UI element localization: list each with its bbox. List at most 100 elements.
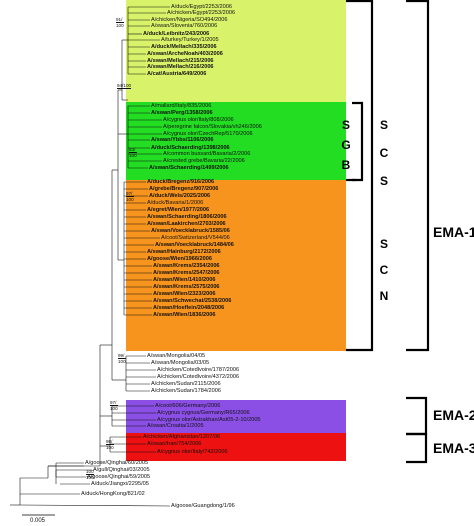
leaf-label: A/grebe/Bregenz/907/2006 — [149, 186, 219, 192]
leaf-label: A/cygnus olor/CzechRep/5170/2006 — [163, 131, 253, 137]
bootstrap-top: 99/ — [118, 353, 125, 358]
bootstrap-top: 83/ — [129, 147, 136, 152]
leaf-label: A/swan/Wien/1410/2006 — [153, 277, 216, 283]
ema3-label: EMA-3 — [433, 440, 474, 456]
leaf-label: A/goose/Guangdong/1/96 — [171, 503, 235, 509]
bootstrap-value: 100 100 — [86, 469, 94, 480]
leaf-label: A/chicken/Cotedlvoire/4372/2006 — [157, 374, 240, 380]
bootstrap-top: 91/ — [116, 17, 123, 22]
leaf-label: A/swan/Schwechat/2538/2006 — [153, 298, 232, 304]
leaf-label: A/chicken/Cotedlvoire/1787/2006 — [157, 367, 240, 373]
scn-label: S C N — [377, 237, 391, 303]
ema2-label: EMA-2 — [433, 407, 474, 423]
ema1-bracket — [406, 0, 430, 352]
leaf-label: A/duck/Egypt/2253/2006 — [171, 4, 232, 10]
ema3-bracket — [406, 432, 428, 464]
scn-letter-3: N — [379, 289, 389, 303]
leaf-label: A/swan/Krems/2547/2006 — [153, 270, 220, 276]
leaf-label: A/swan/Voecklabruck/1484/06 — [155, 242, 234, 248]
leaf-label: A/swan/Perg/1358/2006 — [151, 110, 213, 116]
leaf-label: A/goose/Qinghai/60/2005 — [85, 460, 149, 466]
leaf-label: A/duck/Leibnitz/243/2006 — [143, 31, 210, 37]
bootstrap-bottom: 100 — [86, 474, 94, 480]
leaf-label: A/swan/Hainburg/2172/2006 — [147, 249, 221, 255]
scs-letter-2: C — [379, 146, 389, 160]
leaf-label: A/swan/Laakirchen/2703/2006 — [147, 221, 226, 227]
leaf-label: A/common bussard/Bavaria/2/2006 — [163, 151, 251, 157]
leaf-label: A/duck/Bavaria/1/2006 — [147, 200, 204, 206]
branch — [19, 504, 171, 507]
leaf-label: A/cygnus olor/Italy/742/2006 — [157, 449, 228, 455]
bootstrap-bottom: 100 — [126, 196, 134, 202]
leaf-label: A/swan/Slovenia/760/2006 — [151, 23, 218, 29]
sgb-letter-1: S — [341, 118, 350, 132]
leaf-label: A/swan/Iran/754/2006 — [147, 441, 202, 447]
bootstrap-bottom: 100 — [106, 444, 114, 450]
scs-label: S C S — [377, 118, 391, 188]
leaf-label: A/swan/Ybbs/1106/2006 — [151, 137, 214, 143]
scn-clade-band — [126, 180, 346, 351]
scs-clade-band — [126, 0, 346, 102]
bootstrap-bottom: 100 — [118, 358, 126, 364]
sgb-letter-3: B — [341, 158, 351, 172]
leaf-label: A/swan/Wien/1836/2006 — [153, 312, 216, 318]
leaf-label: A/swan/Hoeflein/2048/2006 — [153, 305, 225, 311]
leaf-label: A/mallard/Italy/835/2006 — [151, 103, 212, 109]
sgb-clade-band — [126, 102, 346, 180]
leaf-label: A/cygnus olor/Italy/808/2006 — [163, 117, 234, 123]
bootstrap-value: 83/100 — [129, 147, 137, 158]
leaf-label: A/swan/Mongolia/04/05 — [147, 353, 206, 359]
scs-scn-bracket — [346, 0, 374, 352]
leaf-label: A/cat/Austria/649/2006 — [147, 71, 207, 77]
sgb-letter-2: G — [341, 138, 351, 152]
leaf-label: A/goose/Qinghai/59/2005 — [87, 474, 151, 480]
bootstrap-top: 94/100 — [117, 83, 132, 88]
leaf-label: A/coot/Switzerland/V544/06 — [161, 235, 230, 241]
bootstrap-top: 97/ — [110, 400, 117, 405]
scale-label: 0.005 — [30, 518, 46, 524]
leaf-label: A/turkey/Turkey/1/2005 — [161, 37, 219, 43]
leaf-label: A/chicken/Egypt/2253/2006 — [167, 10, 236, 16]
bootstrap-bottom: 100 — [129, 152, 137, 158]
leaf-label: A/duck/Mellach/335/2006 — [151, 44, 217, 50]
leaf-label: A/duck/Wels/2025/2006 — [149, 193, 211, 199]
bootstrap-top: 100 — [86, 469, 94, 474]
leaf-label: A/swan/Mongolia/03/05 — [151, 360, 210, 366]
scn-letter-2: C — [379, 263, 389, 277]
leaf-label: A/chicken/Nigeria/SO494/2006 — [151, 17, 228, 23]
leaf-label: A/duck/Jiangxi/2295/05 — [91, 481, 149, 487]
bootstrap-value: 98/100 — [106, 439, 114, 450]
scs-letter-3: S — [379, 174, 388, 188]
leaf-label: A/duck/Bregenz/916/2006 — [147, 179, 215, 185]
bootstrap-value: 97/100 — [110, 400, 118, 411]
leaf-label: A/coot/606/Germany/2006 — [155, 403, 221, 409]
leaf-label: A/swan/Schaerding/1806/2006 — [147, 214, 227, 220]
leaf-label: A/swan/Mellach/215/2006 — [147, 58, 214, 64]
bootstrap-bottom: 100 — [116, 22, 124, 28]
scn-letter-1: S — [379, 237, 388, 251]
bootstrap-value: 91/100 — [116, 17, 124, 28]
leaf-label: A/peregrine falcon/Slovakia/vh246/2006 — [163, 124, 262, 130]
bootstrap-value: 99/100 — [118, 353, 126, 364]
leaf-label: A/crested grebe/Bavaria/22/2006 — [163, 158, 245, 164]
bootstrap-value: 94/100 — [117, 83, 132, 89]
bootstrap-value: 97/100 — [126, 191, 134, 202]
leaf-label: A/swan/Voecklabruck/1585/06 — [151, 228, 230, 234]
bootstrap-top: 97/ — [126, 191, 133, 196]
bootstrap-bottom — [117, 88, 132, 89]
sgb-label: S G B — [339, 118, 353, 172]
leaf-label: A/swan/Krems/2575/2006 — [153, 284, 220, 290]
ema3-clade-band — [126, 433, 346, 461]
leaf-label: A/swan/Croatia/1/2005 — [147, 423, 204, 429]
leaf-label: A/chicken/Sudan/2115/2006 — [151, 381, 221, 387]
leaf-label: A/gull/Qinghai/03/2005 — [93, 467, 150, 473]
leaf-label: A/egret/Wien/1977/2006 — [147, 207, 210, 213]
ema2-clade-band — [126, 400, 346, 433]
leaf-label: A/swan/Wien/2323/2006 — [153, 291, 216, 297]
leaf-label: A/swan/ArcheNoah/403/2006 — [147, 51, 223, 57]
bootstrap-top: 98/ — [106, 439, 113, 444]
